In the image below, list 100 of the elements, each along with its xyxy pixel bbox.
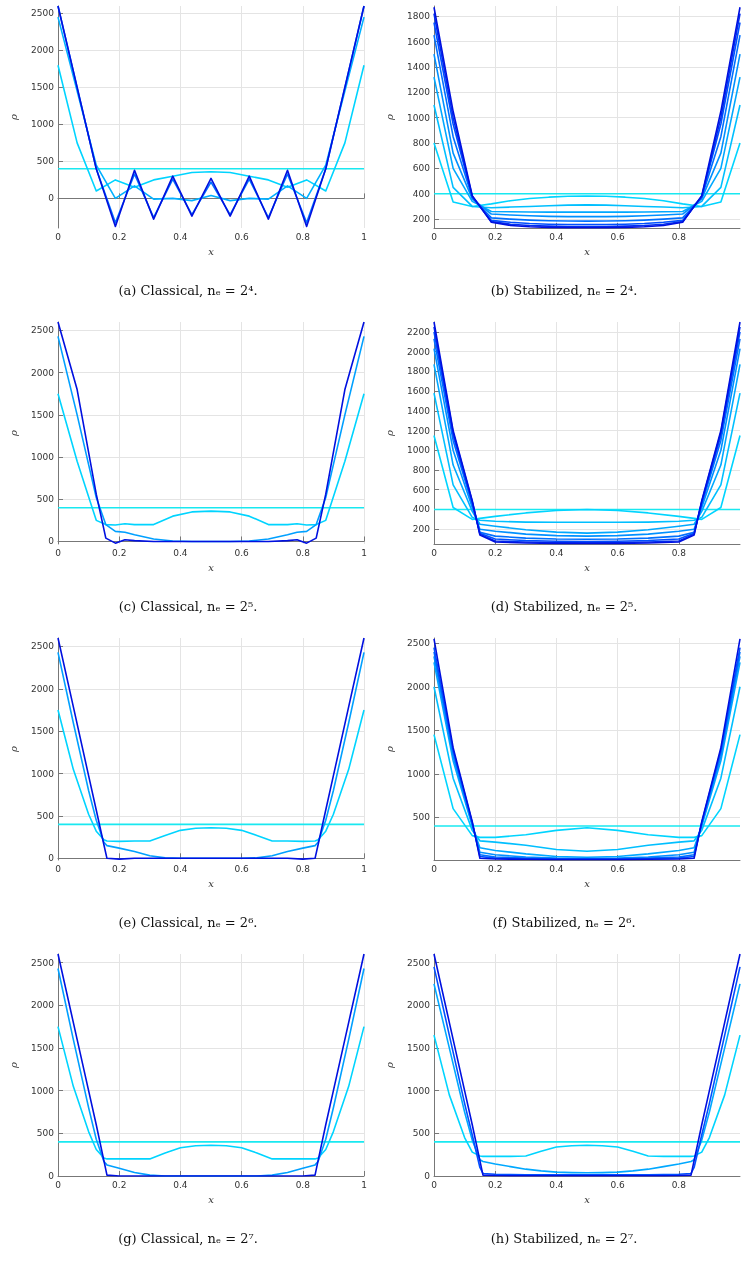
y-tick-label: 200	[412, 214, 431, 225]
y-tick-label: 0	[48, 536, 55, 547]
y-tick-label: 2200	[407, 326, 431, 337]
y-tick-label: 1500	[31, 82, 55, 93]
x-axis-title: x	[584, 877, 591, 889]
y-axis-title: ρ	[7, 745, 19, 753]
y-axis-title: ρ	[383, 429, 395, 437]
y-tick-label: 1000	[31, 1085, 55, 1096]
y-tick-label: 2000	[31, 683, 55, 694]
x-axis-title: x	[584, 245, 591, 257]
text: (a) Classical, nₑ = 2⁴.	[118, 283, 258, 298]
x-tick-label: 0.2	[112, 547, 127, 558]
x-tick-label: 0.8	[295, 547, 311, 558]
text: (d) Stabilized, nₑ = 2⁵.	[490, 599, 638, 614]
y-axis-title: ρ	[7, 113, 19, 121]
y-tick-label: 1000	[31, 452, 55, 463]
x-axis-title: x	[208, 245, 215, 257]
y-tick-label: 500	[412, 1128, 431, 1139]
x-axis-title: x	[208, 1193, 215, 1205]
y-tick-label: 400	[412, 188, 431, 199]
x-tick-label: 0	[55, 1179, 62, 1190]
y-tick-label: 1600	[407, 386, 431, 397]
y-tick-label: 500	[412, 812, 431, 823]
x-tick-label: 0.8	[671, 547, 687, 558]
x-tick-label: 0.4	[549, 1179, 564, 1190]
y-tick-label: 1400	[407, 61, 431, 72]
text: (e) Classical, nₑ = 2⁶.	[118, 915, 258, 930]
y-tick-label: 1000	[407, 768, 431, 779]
x-tick-label: 0.4	[549, 231, 564, 242]
x-tick-label: 0.2	[488, 231, 503, 242]
x-tick-label: 0.4	[173, 231, 188, 242]
y-tick-label: 1000	[407, 445, 431, 456]
y-tick-label: 2500	[31, 8, 55, 19]
y-tick-label: 1500	[31, 409, 55, 420]
y-axis-title: ρ	[7, 429, 19, 437]
y-tick-label: 1500	[31, 1042, 55, 1053]
y-tick-label: 1400	[407, 405, 431, 416]
x-tick-label: 0.6	[234, 863, 250, 874]
x-tick-label: 0.6	[610, 547, 626, 558]
y-axis-title: ρ	[383, 745, 395, 753]
x-tick-label: 0.4	[173, 547, 188, 558]
text: (g) Classical, nₑ = 2⁷.	[118, 1231, 258, 1246]
y-tick-label: 1800	[407, 11, 431, 22]
x-tick-label: 0	[431, 231, 438, 242]
x-tick-label: 0	[55, 231, 62, 242]
x-tick-label: 0.4	[173, 1179, 188, 1190]
y-axis-title: ρ	[383, 1061, 395, 1069]
x-axis-title: x	[584, 561, 591, 573]
y-tick-label: 1500	[407, 1042, 431, 1053]
text: (c) Classical, nₑ = 2⁵.	[118, 599, 258, 614]
y-tick-label: 2000	[407, 681, 431, 692]
x-tick-label: 0	[55, 547, 62, 558]
x-tick-label: 0.8	[295, 863, 311, 874]
y-tick-label: 2000	[31, 45, 55, 56]
y-tick-label: 1000	[407, 112, 431, 123]
y-tick-label: 200	[412, 524, 431, 535]
x-tick-label: 0	[431, 547, 438, 558]
x-tick-label: 0.2	[488, 547, 503, 558]
x-tick-label: 0.6	[610, 1179, 626, 1190]
y-tick-label: 0	[48, 853, 55, 864]
y-tick-label: 800	[412, 465, 431, 475]
x-tick-label: 0	[55, 863, 62, 874]
x-tick-label: 1	[361, 863, 367, 874]
y-tick-label: 2500	[407, 957, 431, 968]
y-tick-label: 1200	[407, 425, 431, 436]
text: (h) Stabilized, nₑ = 2⁷.	[490, 1231, 638, 1246]
x-tick-label: 0.2	[488, 1179, 503, 1190]
text: (f) Stabilized, nₑ = 2⁶.	[492, 915, 636, 930]
x-tick-label: 0.2	[112, 1179, 127, 1190]
y-tick-label: 1000	[407, 1085, 431, 1096]
x-tick-label: 0.6	[234, 547, 250, 558]
x-tick-label: 0.6	[610, 231, 626, 242]
y-tick-label: 1600	[407, 36, 431, 47]
x-tick-label: 0.8	[671, 231, 687, 242]
x-tick-label: 1	[361, 1179, 367, 1190]
text: (b) Stabilized, nₑ = 2⁴.	[490, 283, 638, 298]
y-tick-label: 2000	[407, 346, 431, 357]
x-tick-label: 0.6	[234, 231, 250, 242]
x-axis-title: x	[584, 1193, 591, 1205]
y-tick-label: 1500	[407, 725, 431, 736]
y-tick-label: 1000	[31, 768, 55, 779]
y-tick-label: 2500	[407, 638, 431, 649]
y-tick-label: 1200	[407, 87, 431, 98]
x-axis-title: x	[208, 561, 215, 573]
x-tick-label: 0.6	[610, 863, 626, 874]
y-tick-label: 500	[36, 1128, 55, 1139]
y-tick-label: 800	[412, 138, 431, 149]
y-axis-title: ρ	[7, 1061, 19, 1069]
y-tick-label: 500	[36, 494, 55, 505]
x-tick-label: 0.2	[112, 863, 127, 874]
x-tick-label: 1	[361, 231, 367, 242]
y-tick-label: 2000	[31, 367, 55, 378]
y-tick-label: 2000	[31, 1000, 55, 1011]
y-tick-label: 1800	[407, 366, 431, 377]
y-tick-label: 1500	[31, 726, 55, 737]
y-tick-label: 1000	[31, 119, 55, 130]
y-tick-label: 0	[48, 1171, 55, 1181]
y-tick-label: 500	[36, 156, 55, 167]
x-tick-label: 0.8	[671, 1179, 687, 1190]
y-tick-label: 0	[48, 193, 55, 204]
